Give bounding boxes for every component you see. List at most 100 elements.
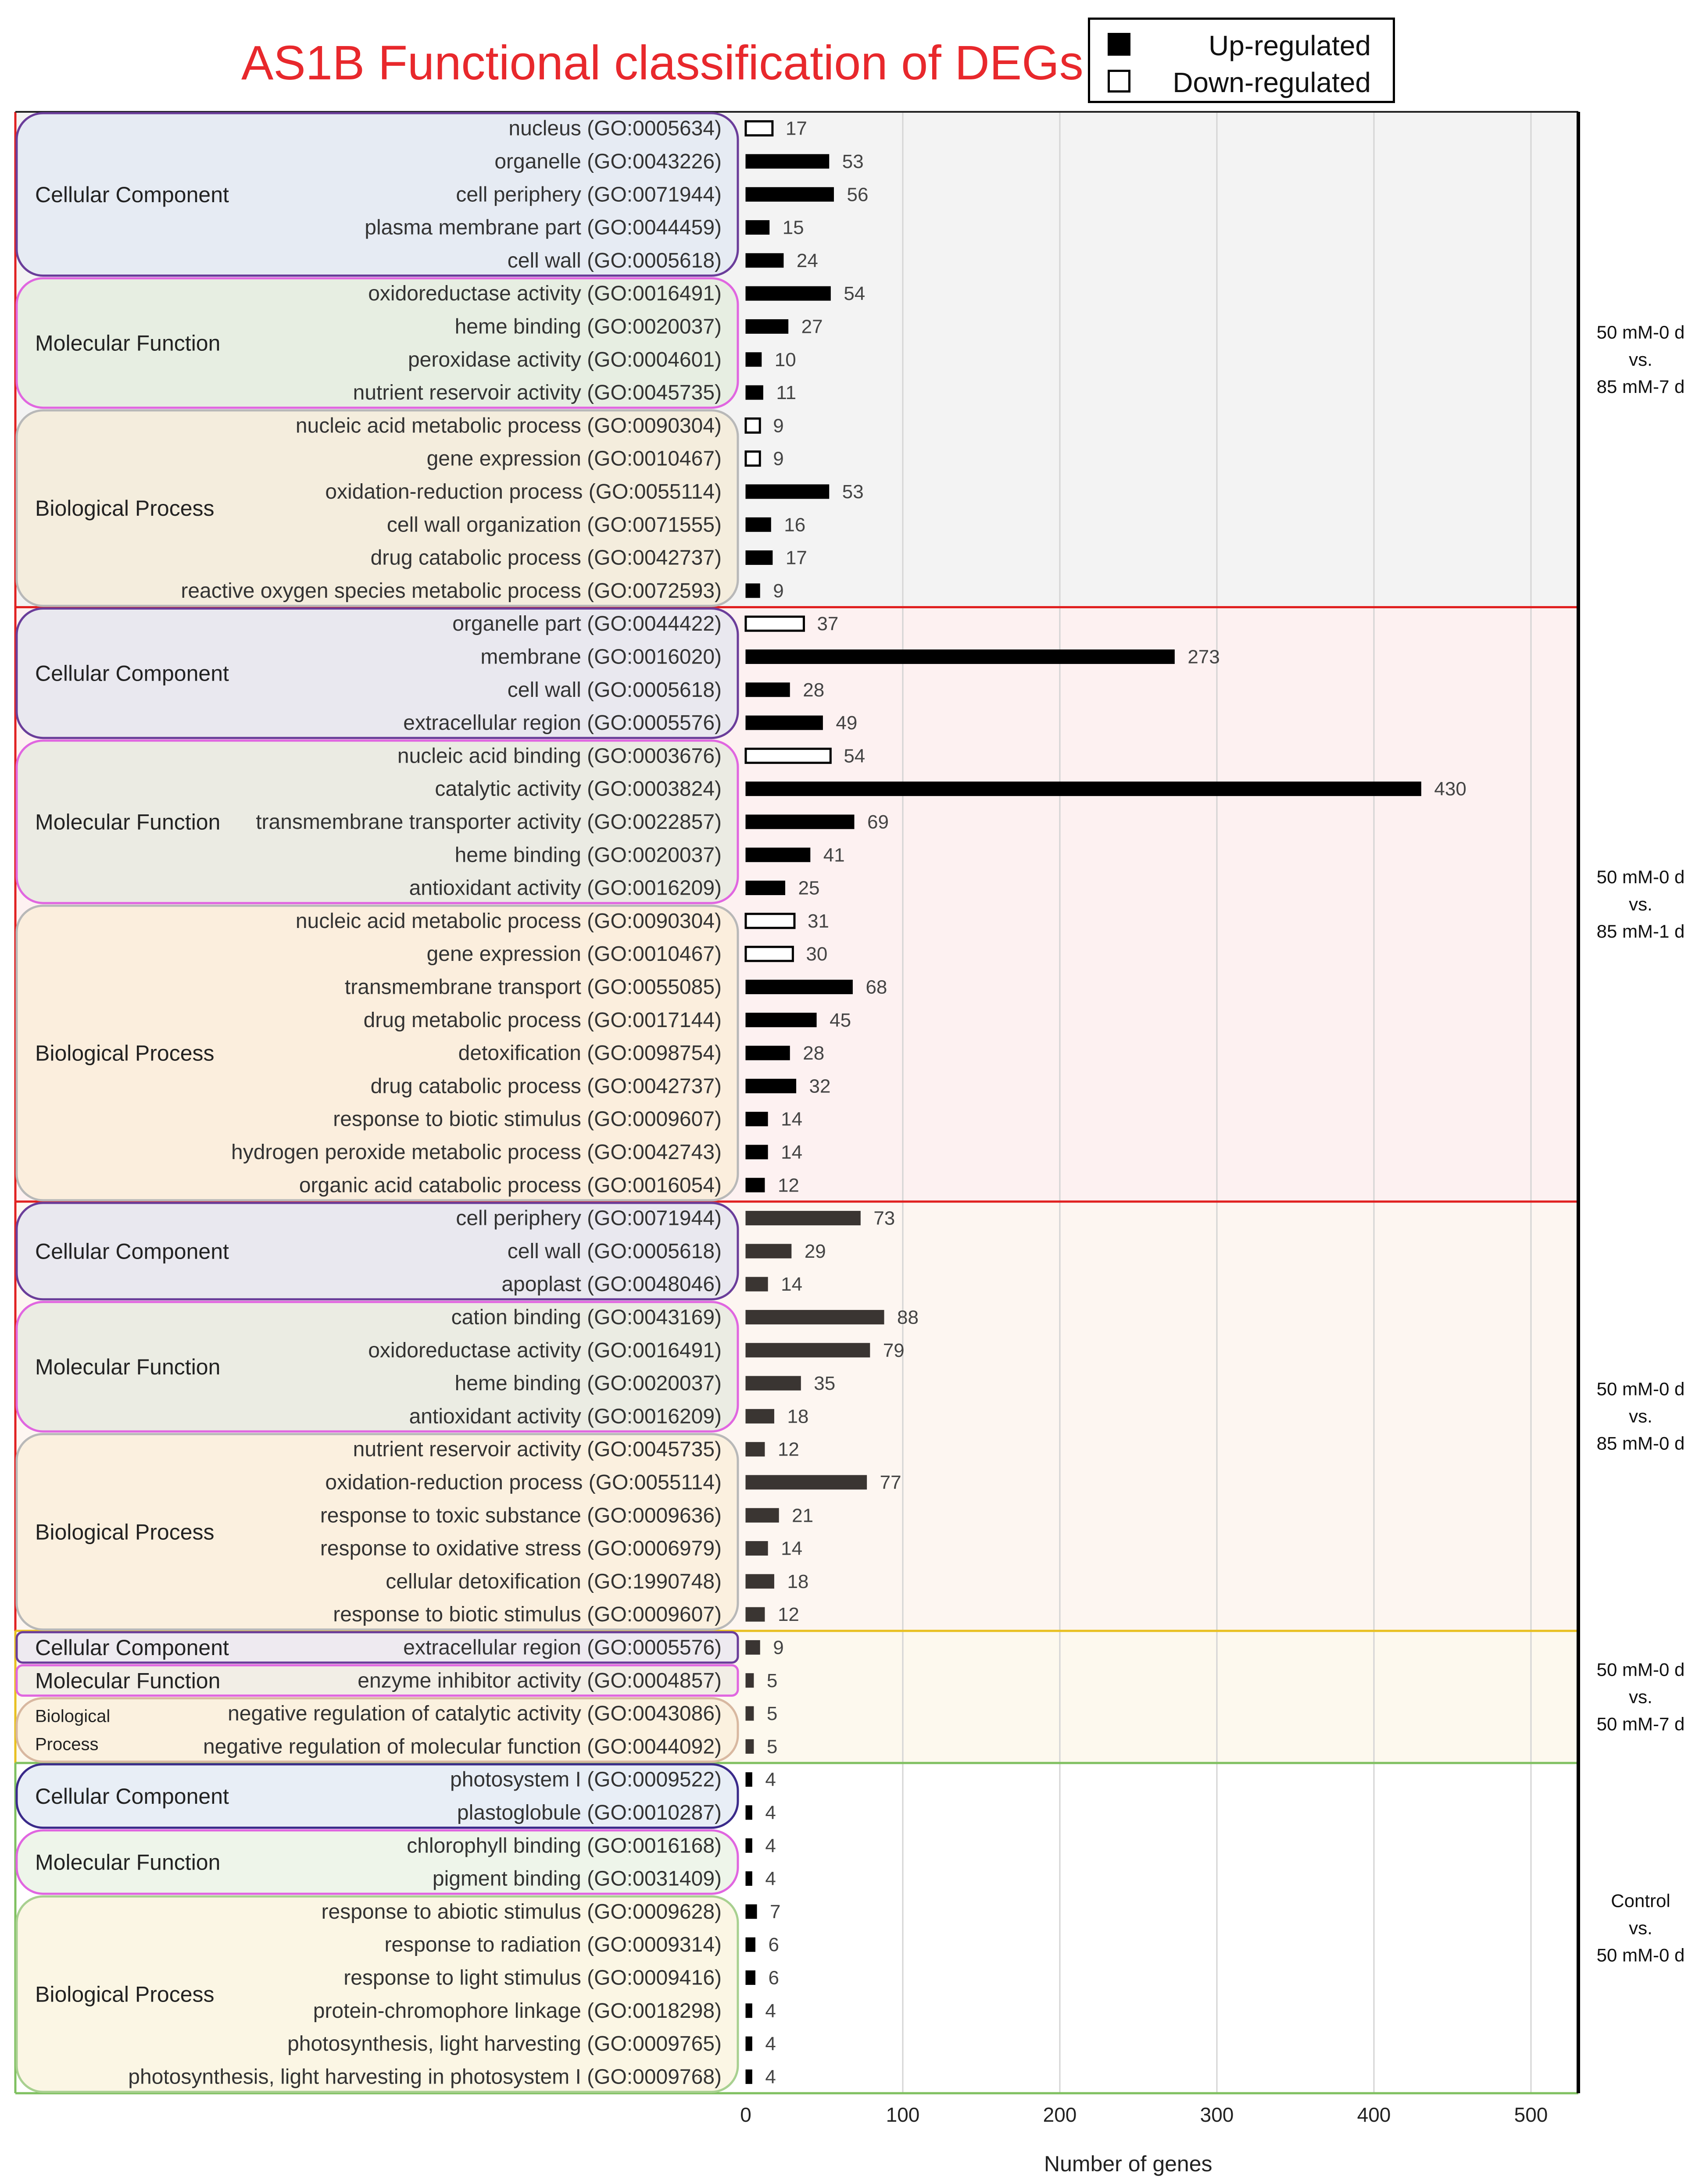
go-term-label: gene expression (GO:0010467)	[427, 447, 722, 471]
bar	[745, 220, 770, 235]
comparison-label-1-2: 85 mM-1 d	[1597, 921, 1685, 942]
category-name-1-0-0: Cellular Component	[35, 661, 229, 686]
category-name-3-2-0: Biological	[35, 1707, 110, 1726]
go-term-label: drug catabolic process (GO:0042737)	[371, 546, 722, 570]
category-name-2-0-0: Cellular Component	[35, 1239, 229, 1263]
legend-swatch-down	[1108, 70, 1130, 93]
go-term-label: antioxidant activity (GO:0016209)	[409, 877, 722, 900]
category-box-4-2	[15, 1895, 739, 2093]
go-term-label: response to radiation (GO:0009314)	[385, 1933, 722, 1956]
category-box-4-1	[15, 1829, 739, 1895]
go-term-label: detoxification (GO:0098754)	[458, 1042, 722, 1065]
go-term-label: protein-chromophore linkage (GO:0018298)	[313, 1999, 722, 2023]
category-box-3-2	[15, 1697, 739, 1763]
go-term-label: photosystem I (GO:0009522)	[450, 1768, 722, 1791]
bar-value-label: 68	[866, 976, 887, 998]
legend-label-down: Down-regulated	[1173, 67, 1371, 98]
bar-value-label: 4	[765, 1835, 776, 1856]
bar	[745, 682, 790, 697]
go-term-label: nucleus (GO:0005634)	[508, 117, 722, 140]
bar	[744, 615, 805, 632]
comparison-label-0-0: 50 mM-0 d	[1597, 322, 1685, 343]
comparison-label-2-1: vs.	[1629, 1406, 1652, 1426]
bar-value-label: 49	[836, 712, 857, 734]
comparison-label-3-2: 50 mM-7 d	[1597, 1713, 1685, 1734]
category-name-3-1-0: Molecular Function	[35, 1668, 220, 1693]
bar	[745, 352, 762, 367]
bar-value-label: 25	[798, 878, 820, 899]
legend-item-down: Down-regulated	[1090, 64, 1393, 99]
comparison-label-0-1: vs.	[1629, 349, 1652, 370]
bar	[745, 1574, 774, 1589]
go-term-label: transmembrane transporter activity (GO:0…	[256, 810, 722, 834]
bar-value-label: 77	[880, 1472, 901, 1493]
go-term-label: cell wall (GO:0005618)	[508, 249, 722, 272]
legend-item-up: Up-regulated	[1090, 27, 1393, 62]
go-term-label: antioxidant activity (GO:0016209)	[409, 1405, 722, 1428]
go-term-label: enzyme inhibitor activity (GO:0004857)	[358, 1669, 722, 1692]
category-name-4-1-0: Molecular Function	[35, 1850, 220, 1874]
bar-value-label: 430	[1434, 778, 1466, 800]
go-term-label: heme binding (GO:0020037)	[455, 843, 722, 867]
go-term-label: nucleic acid metabolic process (GO:00903…	[296, 910, 722, 933]
bar	[745, 814, 855, 829]
bar-value-label: 54	[844, 745, 865, 767]
comparison-label-4-1: vs.	[1629, 1918, 1652, 1938]
bar-value-label: 4	[765, 2000, 776, 2022]
bar-value-label: 28	[803, 1042, 824, 1064]
go-term-label: plastoglobule (GO:0010287)	[457, 1801, 722, 1824]
category-box-0-0	[15, 112, 739, 277]
go-term-label: oxidoreductase activity (GO:0016491)	[368, 1339, 722, 1362]
bar	[745, 1112, 768, 1127]
bar-value-label: 12	[778, 1604, 799, 1625]
bar	[745, 1211, 861, 1226]
bar	[744, 913, 796, 929]
go-term-label: nutrient reservoir activity (GO:0045735)	[353, 1438, 722, 1461]
bar	[744, 417, 761, 434]
bar-value-label: 14	[781, 1538, 802, 1559]
bar	[745, 847, 811, 862]
bar-value-label: 30	[806, 943, 827, 965]
go-term-label: cell wall (GO:0005618)	[508, 678, 722, 702]
go-term-label: transmembrane transport (GO:0055085)	[345, 975, 722, 999]
bar	[745, 253, 784, 268]
bar	[745, 187, 834, 202]
bar-value-label: 12	[778, 1174, 799, 1196]
bar	[745, 782, 1421, 796]
go-term-label: organelle part (GO:0044422)	[452, 612, 722, 635]
bar	[745, 1442, 765, 1457]
go-term-label: cell wall organization (GO:0071555)	[387, 513, 722, 536]
bar	[745, 1244, 792, 1259]
bar	[745, 979, 853, 994]
go-term-label: nucleic acid metabolic process (GO:00903…	[296, 414, 722, 437]
bar-value-label: 5	[767, 1703, 777, 1724]
go-term-label: photosynthesis, light harvesting in phot…	[128, 2065, 722, 2088]
bar-value-label: 9	[773, 415, 783, 436]
category-name-4-2-0: Biological Process	[35, 1982, 215, 2007]
bar-value-label: 14	[781, 1274, 802, 1295]
go-term-label: chlorophyll binding (GO:0016168)	[407, 1834, 722, 1857]
bar	[745, 2069, 752, 2084]
x-tick-label-300: 300	[1200, 2103, 1234, 2126]
bar	[745, 1673, 754, 1688]
bar-value-label: 273	[1187, 646, 1220, 667]
bar	[745, 1376, 801, 1391]
bar-value-label: 69	[867, 811, 889, 833]
bar-value-label: 5	[767, 1736, 777, 1757]
bar	[745, 550, 773, 565]
legend: Up-regulated Down-regulated	[1088, 18, 1395, 103]
category-name-3-0-0: Cellular Component	[35, 1635, 229, 1660]
bar	[745, 1541, 768, 1556]
x-axis-label: Number of genes	[1044, 2152, 1212, 2176]
bar-value-label: 21	[792, 1505, 813, 1526]
bar-value-label: 14	[781, 1109, 802, 1130]
bar	[745, 1277, 768, 1292]
go-term-label: catalytic activity (GO:0003824)	[435, 778, 722, 801]
bar	[745, 286, 831, 301]
bar-value-label: 28	[803, 679, 824, 701]
bar	[745, 1310, 884, 1324]
x-tick-label-0: 0	[740, 2103, 751, 2126]
bar-value-label: 53	[842, 481, 864, 503]
bar	[745, 1178, 765, 1192]
